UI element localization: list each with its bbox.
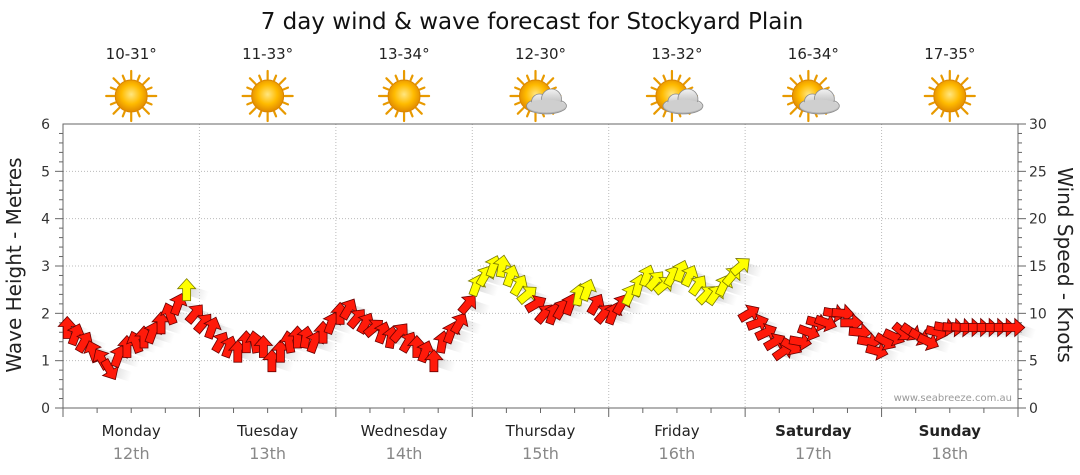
wind-arrow	[578, 278, 597, 302]
left-tick-label: 5	[41, 164, 50, 180]
partly-cloudy-icon	[645, 69, 704, 123]
right-axis: 0 5 10 15 20 25 30	[1018, 117, 1047, 417]
day-temperature: 11-33°	[242, 45, 293, 63]
wind-arrow	[449, 312, 469, 335]
right-tick-label: 0	[1029, 401, 1038, 417]
right-tick-label: 15	[1029, 259, 1047, 275]
wind-arrow	[729, 258, 750, 277]
day-date: 13th	[249, 444, 286, 463]
wind-arrow	[253, 334, 274, 358]
y-axis-right-label: Wind Speed - Knots	[1053, 167, 1077, 363]
wind-arrow	[762, 332, 786, 352]
gridlines	[63, 124, 1018, 408]
wind-arrow	[424, 349, 444, 373]
day-date: 18th	[931, 444, 968, 463]
day-name: Wednesday	[361, 422, 448, 440]
partly-cloudy-icon	[509, 69, 567, 123]
day-date: 15th	[522, 444, 559, 463]
weather-icons	[105, 69, 976, 123]
x-axis: Monday 12th Tuesday 13th Wednesday 14th Thursd…	[62, 408, 1019, 463]
day-temperature: 12-30°	[515, 45, 566, 63]
wind-arrow	[1002, 317, 1026, 338]
wind-arrow	[176, 278, 197, 302]
day-date: 16th	[659, 444, 696, 463]
left-tick-label: 0	[41, 401, 50, 417]
left-tick-label: 1	[41, 354, 50, 370]
temperatures: 10-31° 11-33° 13-34° 12-30° 13-32° 16-34° 17-3…	[106, 45, 976, 63]
day-name: Tuesday	[236, 422, 298, 440]
day-temperature: 13-32°	[651, 45, 702, 63]
left-tick-label: 6	[41, 117, 50, 133]
watermark: www.seabreeze.com.au	[894, 393, 1012, 404]
sun-icon	[241, 69, 294, 123]
day-name: Thursday	[505, 422, 576, 440]
left-tick-label: 3	[41, 259, 50, 275]
sun-icon	[377, 69, 431, 123]
day-temperature: 16-34°	[788, 45, 839, 63]
wind-arrows	[57, 254, 1026, 381]
day-name: Saturday	[775, 422, 852, 440]
right-tick-label: 5	[1029, 354, 1038, 370]
day-name: Sunday	[919, 422, 982, 440]
day-date: 12th	[113, 444, 150, 463]
chart-title: 7 day wind & wave forecast for Stockyard…	[261, 9, 804, 35]
wind-arrow	[203, 316, 222, 340]
left-tick-label: 4	[41, 212, 50, 228]
right-tick-label: 25	[1029, 164, 1047, 180]
day-temperature: 13-34°	[379, 45, 430, 63]
day-date: 17th	[795, 444, 832, 463]
wind-arrow	[457, 294, 476, 316]
wind-arrow	[492, 254, 512, 278]
sun-icon	[923, 69, 976, 123]
day-name: Friday	[654, 422, 700, 440]
day-temperature: 17-35°	[924, 45, 975, 63]
right-tick-label: 30	[1029, 117, 1047, 133]
sun-icon	[105, 69, 158, 123]
partly-cloudy-icon	[782, 69, 840, 123]
right-tick-label: 20	[1029, 212, 1047, 228]
day-temperature: 10-31°	[106, 45, 157, 63]
day-date: 14th	[386, 444, 423, 463]
right-tick-label: 10	[1029, 306, 1047, 322]
day-name: Monday	[102, 422, 161, 440]
wind-arrow	[516, 286, 537, 306]
left-axis: 0 1 2 3 4 5 6	[41, 117, 63, 417]
left-tick-label: 2	[41, 306, 50, 322]
y-axis-left-label: Wave Height - Metres	[2, 157, 26, 372]
